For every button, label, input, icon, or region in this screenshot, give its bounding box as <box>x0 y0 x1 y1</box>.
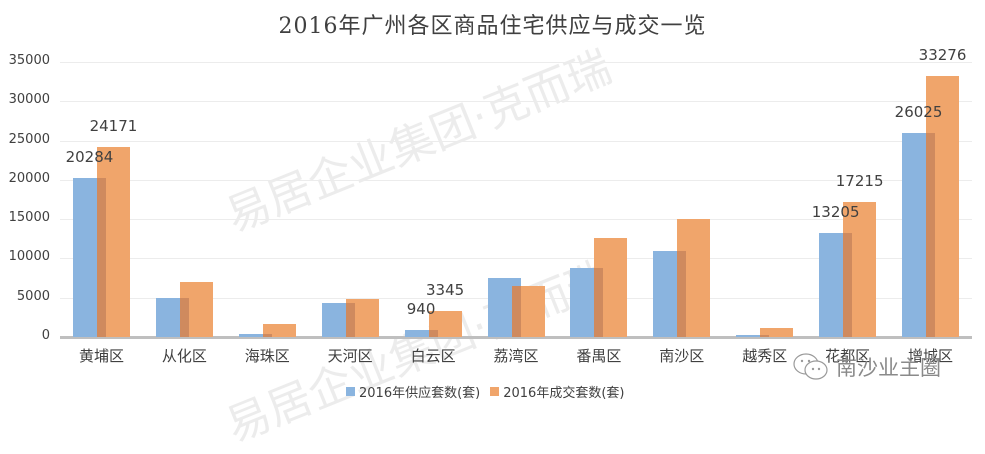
bar-overlap <box>760 334 770 337</box>
account-name: 南沙业主圈 <box>836 356 941 380</box>
x-tick-label: 黄埔区 <box>78 347 124 365</box>
data-label-supply: 13205 <box>811 203 860 222</box>
bar-overlap <box>96 177 106 337</box>
chart-title: 2016年广州各区商品住宅供应与成交一览 <box>278 14 707 39</box>
data-label-deal: 3345 <box>425 280 465 299</box>
legend-swatch-supply <box>346 387 355 396</box>
legend-label-deal: 2016年成交套数(套) <box>503 386 625 401</box>
x-tick-label: 南沙区 <box>659 347 705 365</box>
y-tick-label: 5000 <box>16 288 50 304</box>
wechat-icon <box>793 353 828 380</box>
data-label-supply: 20284 <box>65 147 114 166</box>
bar-overlap <box>677 250 687 337</box>
x-axis-line <box>60 336 972 339</box>
plot-area: 20284 24171 940 3345 13205 17215 26025 33276 <box>60 46 972 339</box>
y-tick-label: 30000 <box>8 92 50 108</box>
y-tick-label: 0 <box>41 328 50 343</box>
gridline <box>60 219 972 221</box>
x-tick-label: 海珠区 <box>244 347 290 365</box>
data-label-deal: 24171 <box>89 117 138 136</box>
legend-label-supply: 2016年供应套数(套) <box>359 386 481 401</box>
bar-overlap <box>345 303 355 337</box>
legend: 2016年供应套数(套) 2016年成交套数(套) <box>346 382 630 401</box>
gridline <box>60 258 972 260</box>
bar-overlap <box>843 233 853 337</box>
y-tick-label: 35000 <box>8 53 50 68</box>
bar-supply <box>404 329 438 337</box>
legend-item-supply: 2016年供应套数(套) <box>346 382 480 401</box>
x-tick-label: 荔湾区 <box>493 347 539 365</box>
x-tick-label: 越秀区 <box>742 347 788 365</box>
bar-overlap <box>511 285 521 337</box>
y-tick-label: 10000 <box>8 249 50 265</box>
gridline <box>60 101 972 103</box>
bar-overlap <box>926 132 936 337</box>
legend-swatch-deal <box>490 387 500 396</box>
gridline <box>60 62 972 63</box>
bar-deal <box>760 327 794 337</box>
data-label-deal: 33276 <box>918 45 967 64</box>
bar-overlap <box>594 267 604 337</box>
legend-item-deal: 2016年成交套数(套) <box>490 382 624 401</box>
data-label-deal: 17215 <box>835 171 884 190</box>
bar-supply <box>238 333 272 337</box>
data-label-supply: 26025 <box>894 102 943 121</box>
bar-overlap <box>428 329 438 337</box>
bar-overlap <box>262 333 272 337</box>
y-tick-label: 20000 <box>8 170 50 186</box>
bar-deal <box>262 324 296 337</box>
x-tick-label: 花都区 <box>825 347 871 365</box>
gridline <box>60 179 972 181</box>
wechat-watermark: 南沙业主圈 <box>792 352 941 382</box>
data-label-supply: 940 <box>406 299 436 318</box>
x-tick-label: 白云区 <box>410 347 456 365</box>
x-tick-label: 增城区 <box>908 347 954 365</box>
x-tick-label: 从化区 <box>161 347 207 365</box>
gridline <box>60 140 972 142</box>
bar-overlap <box>179 297 189 337</box>
x-tick-label: 番禺区 <box>576 347 622 365</box>
y-tick-label: 15000 <box>8 210 50 226</box>
y-tick-label: 25000 <box>8 131 50 147</box>
bar-supply <box>736 334 770 337</box>
x-tick-label: 天河区 <box>327 347 373 365</box>
